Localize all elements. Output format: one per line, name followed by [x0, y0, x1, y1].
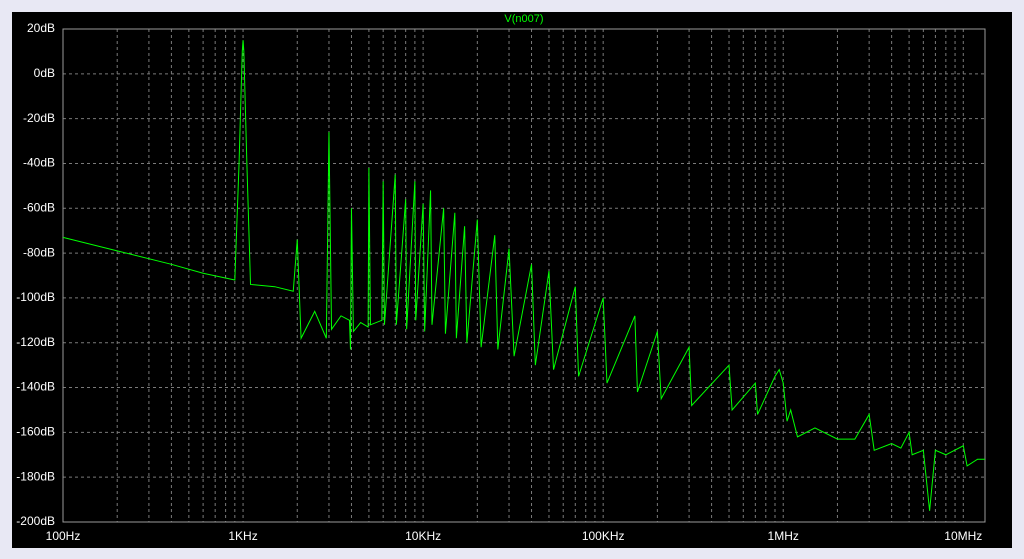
y-tick-label: -180dB	[16, 469, 55, 483]
x-tick-label: 1KHz	[228, 529, 257, 543]
x-tick-label: 100Hz	[46, 529, 81, 543]
y-tick-label: -20dB	[23, 111, 55, 125]
y-tick-label: -160dB	[16, 425, 55, 439]
x-tick-label: 100KHz	[582, 529, 625, 543]
y-tick-label: -120dB	[16, 335, 55, 349]
plot-background	[12, 12, 1012, 548]
y-tick-label: -40dB	[23, 156, 55, 170]
y-tick-label: -140dB	[16, 380, 55, 394]
x-tick-label: 1MHz	[768, 529, 799, 543]
x-tick-label: 10KHz	[405, 529, 441, 543]
y-tick-label: 0dB	[34, 66, 55, 80]
y-tick-label: -80dB	[23, 245, 55, 259]
chart-title: V(n007)	[504, 13, 543, 25]
y-tick-label: -60dB	[23, 200, 55, 214]
x-tick-label: 10MHz	[944, 529, 982, 543]
trace	[62, 40, 985, 511]
plot-frame	[62, 28, 986, 523]
y-tick-label: -100dB	[16, 290, 55, 304]
y-tick-label: -200dB	[16, 514, 55, 528]
y-tick-label: 20dB	[27, 21, 55, 35]
